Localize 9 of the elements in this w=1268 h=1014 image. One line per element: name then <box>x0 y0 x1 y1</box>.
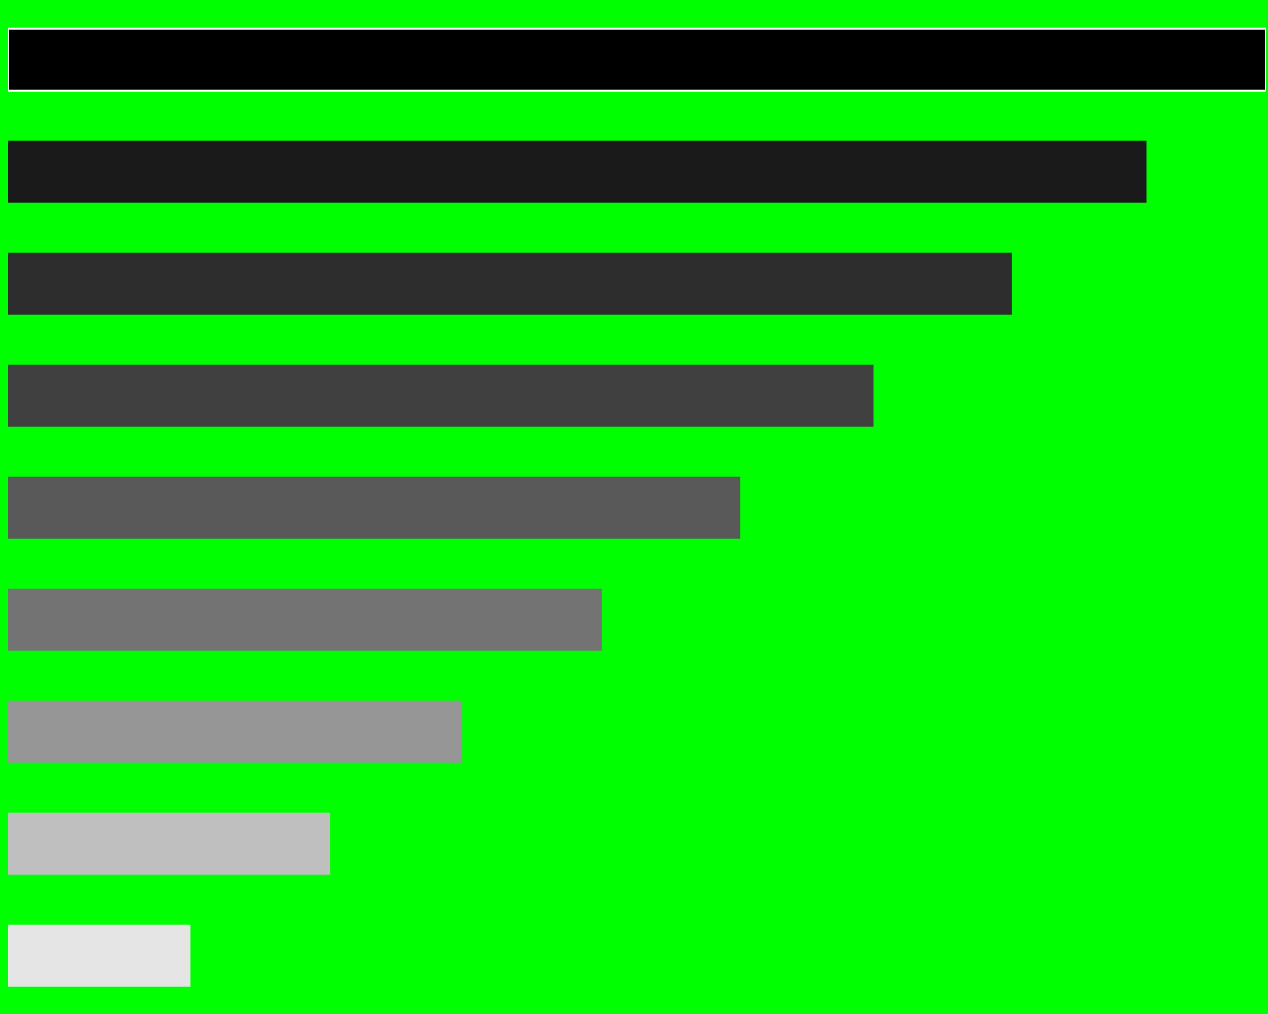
bar <box>8 812 331 875</box>
bar <box>8 252 1012 315</box>
bar <box>8 924 191 987</box>
bar <box>8 364 874 427</box>
bar <box>8 27 1266 92</box>
bar <box>8 140 1147 203</box>
bar <box>8 588 602 651</box>
bar <box>8 700 463 763</box>
bar <box>8 476 741 539</box>
